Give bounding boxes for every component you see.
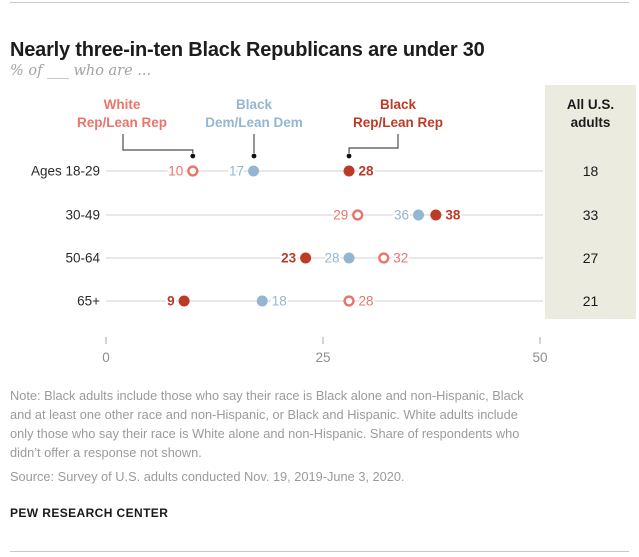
data-point-white_rep <box>352 209 364 221</box>
legend-pointer-dot <box>346 153 352 159</box>
legend-pointer-line <box>348 134 399 153</box>
axis-tick-label: 25 <box>315 350 330 365</box>
legend-label-black_rep: Rep/Lean Rep <box>353 115 443 130</box>
all-us-adults-value: 21 <box>583 293 599 309</box>
data-point-white_rep <box>187 165 199 177</box>
data-point-black_rep <box>343 165 355 177</box>
axis-tick-label: 0 <box>102 350 110 365</box>
point-value-label: 28 <box>325 251 340 266</box>
chart-title: Nearly three-in-ten Black Republicans ar… <box>10 39 485 62</box>
row-label: Ages 18-29 <box>31 164 100 179</box>
bottom-divider <box>10 551 629 552</box>
data-point-black_rep <box>300 252 312 264</box>
point-value-label: 23 <box>281 251 297 266</box>
chart-subtitle: % of ___ who are ... <box>10 63 152 79</box>
legend-label-white_rep: Rep/Lean Rep <box>77 115 167 130</box>
top-divider <box>10 2 629 3</box>
row-label: 65+ <box>77 294 100 309</box>
data-point-black_dem <box>248 165 260 177</box>
data-point-white_rep <box>378 252 390 264</box>
all-us-adults-value: 33 <box>583 207 599 223</box>
axis-tick-label: 50 <box>532 350 547 365</box>
legend-label-black_dem: Black <box>236 97 273 112</box>
point-value-label: 38 <box>445 208 461 223</box>
row-label: 50-64 <box>65 251 100 266</box>
point-value-label: 10 <box>168 164 183 179</box>
all-us-adults-header: adults <box>571 115 611 130</box>
legend-pointer-dot <box>190 153 196 159</box>
point-value-label: 28 <box>359 164 375 179</box>
data-point-white_rep <box>343 295 355 307</box>
data-point-black_rep <box>178 295 190 307</box>
all-us-adults-value: 27 <box>583 250 599 266</box>
legend-label-black_rep: Black <box>380 97 417 112</box>
source-text: Source: Survey of U.S. adults conducted … <box>10 469 405 484</box>
legend-pointer-dot <box>251 153 257 159</box>
legend-label-black_dem: Dem/Lean Dem <box>205 115 303 130</box>
point-value-label: 36 <box>394 208 409 223</box>
data-point-black_dem <box>412 209 424 221</box>
legend-label-white_rep: White <box>104 97 141 112</box>
all-us-adults-value: 18 <box>583 163 599 179</box>
point-value-label: 28 <box>359 294 374 309</box>
point-value-label: 32 <box>393 251 408 266</box>
pew-research-center-wordmark: PEW RESEARCH CENTER <box>10 506 169 520</box>
point-value-label: 18 <box>272 294 287 309</box>
data-point-black_dem <box>256 295 268 307</box>
point-value-label: 9 <box>167 294 175 309</box>
all-us-adults-panel <box>545 85 636 319</box>
legend-pointer-line <box>122 134 194 153</box>
note-text: Note: Black adults include those who say… <box>10 388 524 460</box>
all-us-adults-header: All U.S. <box>567 97 614 112</box>
data-point-black_rep <box>430 209 442 221</box>
point-value-label: 17 <box>229 164 244 179</box>
point-value-label: 29 <box>333 208 348 223</box>
data-point-black_dem <box>343 252 355 264</box>
row-label: 30-49 <box>65 208 100 223</box>
dot-plot-chart: All U.S. adults White Rep/Lean Rep Black Dem/… <box>31 85 636 365</box>
